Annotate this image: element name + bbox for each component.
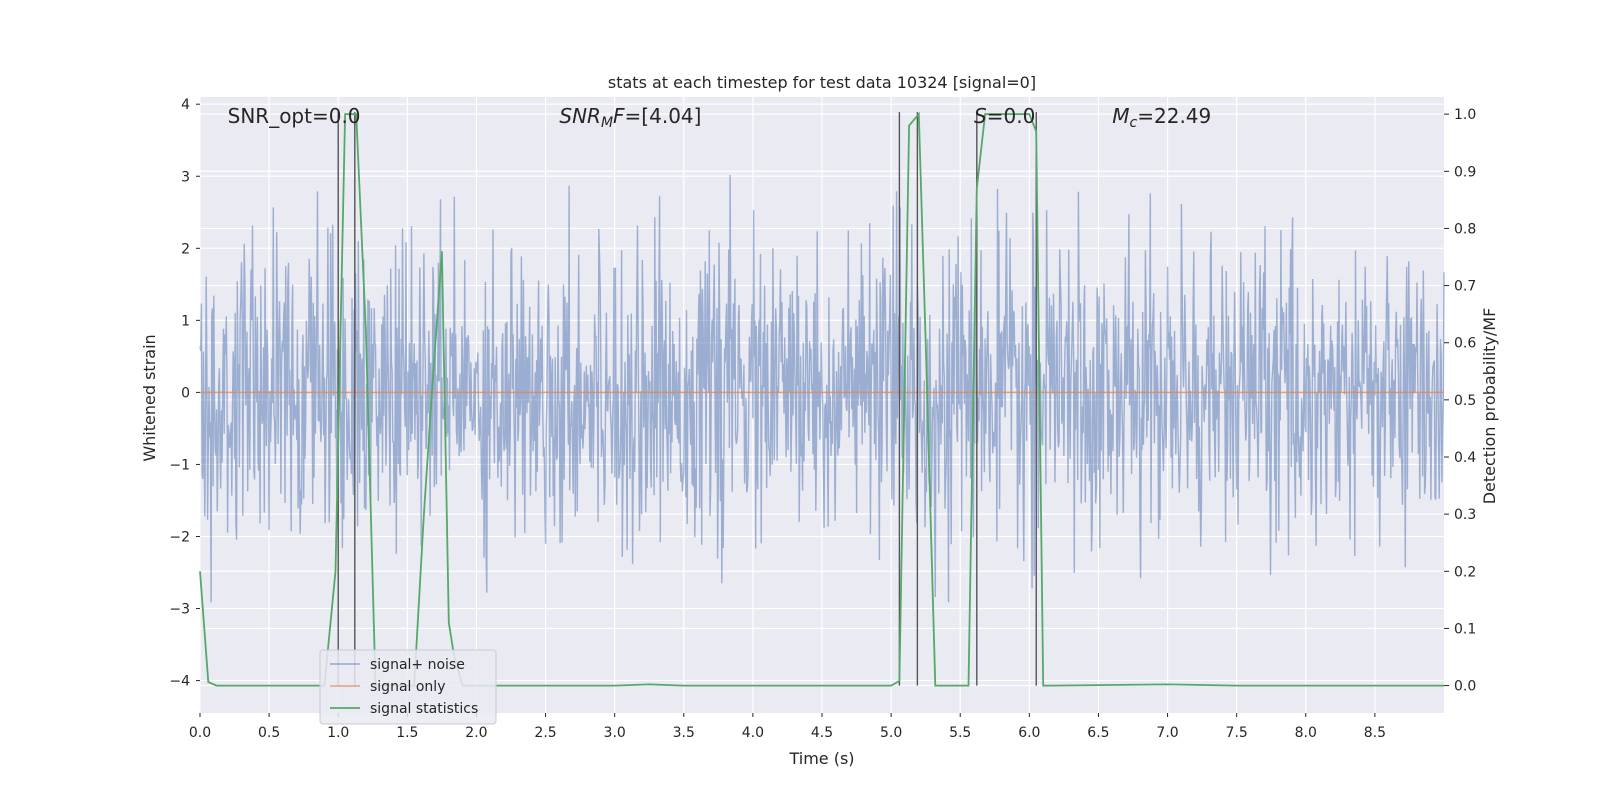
x-tick-label: 1.0 bbox=[327, 725, 349, 741]
x-axis-label: Time (s) bbox=[788, 749, 854, 768]
x-tick-label: 5.0 bbox=[880, 725, 902, 741]
x-tick-label: 7.0 bbox=[1156, 725, 1178, 741]
y2-tick-label: 0.9 bbox=[1454, 164, 1476, 180]
x-tick-label: 4.5 bbox=[811, 725, 833, 741]
y-tick-label: 4 bbox=[181, 97, 190, 113]
x-tick-label: 1.5 bbox=[396, 725, 418, 741]
y-tick-label: −1 bbox=[169, 457, 190, 473]
y-tick-label: −2 bbox=[169, 529, 190, 545]
legend-label-signal-only: signal only bbox=[370, 679, 445, 695]
signal-noise-line bbox=[199, 174, 1445, 603]
y2-axis-ticks: 1.0 0.9 0.8 0.7 0.6 0.5 0.4 0.3 0.2 0.1 0.0 bbox=[1444, 107, 1476, 695]
x-tick-label: 0.0 bbox=[189, 725, 211, 741]
annotation-2: S=0.0 bbox=[974, 104, 1035, 128]
signal-statistics-series bbox=[199, 111, 1444, 687]
annotation-0: SNR_opt=0.0 bbox=[228, 104, 361, 128]
y2-tick-label: 0.5 bbox=[1454, 393, 1476, 409]
x-tick-label: 7.5 bbox=[1226, 725, 1248, 741]
y2-axis-label: Detection probability/MF bbox=[1480, 308, 1499, 505]
annotation-1: SNRMF=[4.04] bbox=[559, 104, 701, 131]
legend-label-signal-statistics: signal statistics bbox=[370, 701, 478, 717]
legend-label-signal-noise: signal+ noise bbox=[370, 657, 465, 673]
y2-tick-label: 0.4 bbox=[1454, 450, 1476, 466]
signal-noise-series bbox=[199, 174, 1445, 603]
y2-tick-label: 0.6 bbox=[1454, 336, 1476, 352]
x-tick-label: 6.5 bbox=[1087, 725, 1109, 741]
x-tick-label: 8.0 bbox=[1295, 725, 1317, 741]
y-axis-ticks: 4 3 2 1 0 −1 −2 −3 −4 bbox=[169, 97, 200, 690]
y-axis-label: Whitened strain bbox=[140, 334, 159, 461]
x-tick-label: 5.5 bbox=[949, 725, 971, 741]
chart-title: stats at each timestep for test data 103… bbox=[608, 73, 1036, 92]
x-tick-label: 8.5 bbox=[1364, 725, 1386, 741]
annotations: SNR_opt=0.0 SNRMF=[4.04] S=0.0 Mc=22.49 bbox=[228, 104, 1212, 131]
annotation-3: Mc=22.49 bbox=[1112, 104, 1211, 131]
y-tick-label: 0 bbox=[181, 385, 190, 401]
x-axis-ticks: 0.0 0.5 1.0 1.5 2.0 2.5 3.0 3.5 4.0 4.5 5.0 5.5 6.0 6… bbox=[189, 713, 1386, 741]
x-tick-label: 4.0 bbox=[742, 725, 764, 741]
x-tick-label: 3.0 bbox=[604, 725, 626, 741]
x-tick-label: 2.0 bbox=[465, 725, 487, 741]
vertical-markers bbox=[337, 112, 1037, 686]
y-tick-label: −4 bbox=[169, 674, 190, 690]
y-tick-label: 2 bbox=[181, 241, 190, 257]
y2-tick-label: 0.3 bbox=[1454, 507, 1476, 523]
y2-tick-label: 1.0 bbox=[1454, 107, 1476, 123]
y-tick-label: 3 bbox=[181, 169, 190, 185]
y2-tick-label: 0.1 bbox=[1454, 621, 1476, 637]
y-tick-label: 1 bbox=[181, 313, 190, 329]
x-tick-label: 2.5 bbox=[534, 725, 556, 741]
y2-tick-label: 0.0 bbox=[1454, 679, 1476, 695]
x-tick-label: 6.0 bbox=[1018, 725, 1040, 741]
x-tick-label: 0.5 bbox=[258, 725, 280, 741]
y2-tick-label: 0.8 bbox=[1454, 221, 1476, 237]
y2-tick-label: 0.2 bbox=[1454, 564, 1476, 580]
x-tick-label: 3.5 bbox=[673, 725, 695, 741]
y-tick-label: −3 bbox=[169, 602, 190, 618]
signal-statistics-line bbox=[199, 111, 1444, 687]
legend-box bbox=[319, 649, 497, 725]
y2-tick-label: 0.7 bbox=[1454, 279, 1476, 295]
legend: signal+ noise signal only signal statist… bbox=[319, 649, 497, 725]
